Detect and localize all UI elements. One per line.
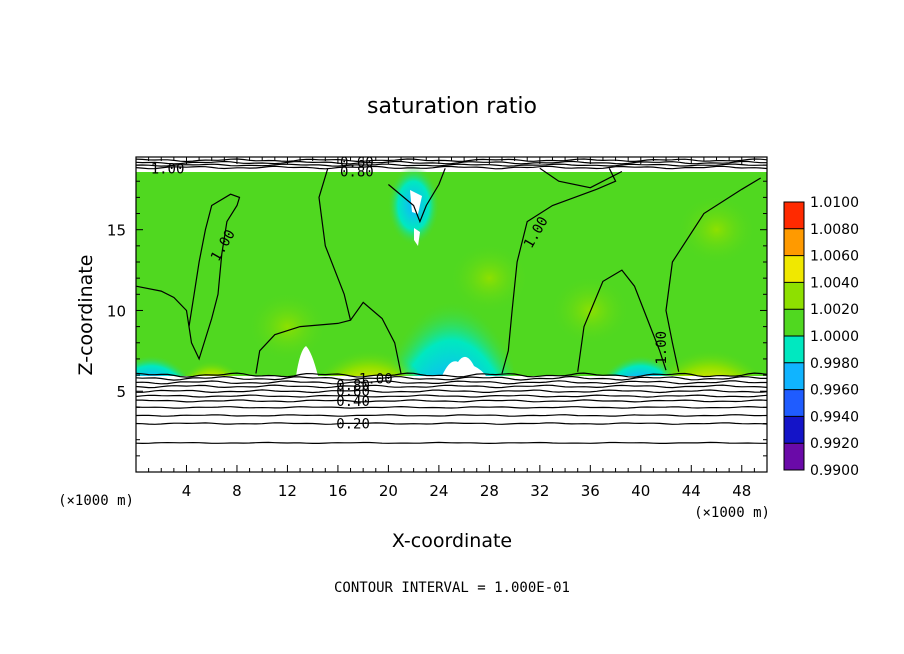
chart-title: saturation ratio [367,94,537,119]
contour-label-8: 0.60 [336,384,370,400]
y-axis-label: Z-coordinate [75,255,97,376]
contour-bottom-9 [136,422,767,425]
x-tick-label-40: 40 [631,482,650,500]
colorbar-label-1: 1.0080 [810,222,859,238]
x-tick-label-28: 28 [480,482,499,500]
contour-100-2 [350,301,402,374]
colorbar-label-2: 1.0060 [810,249,859,265]
contour-100-3 [501,168,617,374]
colorbar-label-0: 1.0100 [810,195,859,211]
colorbar-label-3: 1.0040 [810,275,859,291]
contour-top-2 [136,163,767,167]
contour-label-9: 0.40 [336,394,370,410]
colorbar-label-6: 0.9980 [810,356,859,372]
x-tick-label-20: 20 [379,482,398,500]
x-axis-ticks: 4 8 12 16 20 24 28 32 36 40 44 48 [135,157,768,500]
x-axis-label: X-coordinate [392,530,512,552]
colorbar-swatch-2 [784,389,804,417]
x-tick-label-32: 32 [530,482,549,500]
contour-100-6 [539,167,623,189]
colorbar-label-4: 1.0020 [810,302,859,318]
contour-top-3 [136,165,767,170]
contour-top-1 [136,160,767,165]
field-soft-0 [449,243,530,314]
x-tick-label-44: 44 [682,482,701,500]
x-tick-label-24: 24 [429,482,448,500]
contour-bottom-4 [136,389,767,394]
contour-bottom-6 [136,399,767,403]
colorbar-label-8: 0.9940 [810,409,859,425]
colorbar-swatch-4 [784,336,804,363]
contour-label-10: 0.20 [336,417,370,433]
x-unit-label-left: (×1000 m) [58,493,134,509]
contour-bottom-7 [136,405,767,409]
x-tick-label-16: 16 [328,482,347,500]
contour-label-6: 1.00 [359,371,393,387]
contour-label-7: 0.80 [336,378,370,394]
colorbar-label-10: 0.9900 [810,463,859,479]
contour-100-7 [388,168,446,224]
colorbar-label-5: 1.0000 [810,329,859,345]
y-tick-label-10: 10 [107,302,126,320]
contour-bottom-3 [136,384,767,389]
x-tick-label-48: 48 [732,482,751,500]
field-soft-3 [676,194,757,265]
colorbar-swatch-9 [784,202,804,229]
contour-label-2: 0.80 [340,165,374,181]
contour-100-4 [577,269,667,372]
x-unit-label-right: (×1000 m) [694,505,770,521]
plot-area: 1.00 0.600.801.00 1.001.001.000.800.600.40… [136,155,767,472]
contour-100-1 [255,168,352,374]
colorbar-label-9: 0.9920 [810,436,859,452]
contour-bottom-1 [136,375,767,381]
contour-label-1: 0.60 [340,155,374,171]
x-tick-label-8: 8 [232,482,242,500]
white-patches [296,190,486,376]
contour-100-0 [136,193,241,361]
colorbar-swatch-3 [784,362,804,390]
colorbar-label-7: 0.9960 [810,383,859,399]
contour-label-5: 1.00 [654,331,670,365]
contour-bottom-0 [136,372,767,378]
colorbar: 1.0100 1.0080 1.0060 1.0040 1.0020 1.0000 0.99… [783,195,859,479]
colorbar-swatch-5 [784,309,804,336]
contour-bottom-2 [136,380,767,385]
contour-100-5 [665,177,762,372]
contour-bottom-8 [136,414,767,417]
y-tick-label-5: 5 [116,383,126,401]
colorbar-swatch-1 [784,416,804,444]
contour-label-0: 1.00 [151,161,185,177]
x-tick-label-4: 4 [182,482,192,500]
colorbar-swatch-6 [784,282,804,310]
contour-bottom-5 [136,394,767,398]
colorbar-swatch-0 [784,443,804,470]
colorbar-swatch-8 [784,228,804,256]
contour-bottom-10 [136,441,767,445]
contour-interval-note: CONTOUR INTERVAL = 1.000E-01 [334,580,570,596]
y-axis-ticks: 5 10 15 [107,164,767,473]
x-tick-label-12: 12 [278,482,297,500]
field-soft-1 [247,291,328,362]
colorbar-swatch-7 [784,255,804,283]
x-tick-label-36: 36 [581,482,600,500]
y-tick-label-15: 15 [107,222,126,240]
